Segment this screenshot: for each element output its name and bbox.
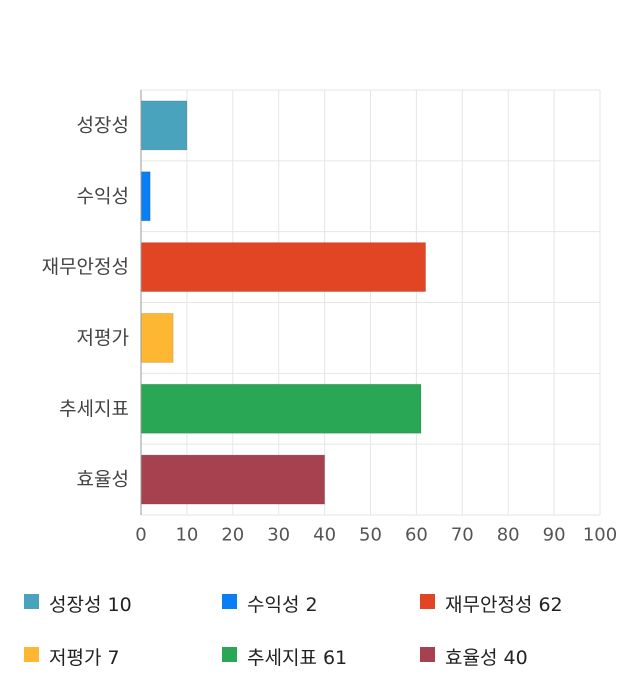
legend-swatch	[222, 594, 237, 609]
category-label: 효율성	[77, 469, 129, 491]
x-tick-label: 80	[497, 525, 520, 546]
legend-item: 수익성 2	[222, 590, 318, 617]
bar-1	[140, 171, 151, 222]
legend: 성장성 10 수익성 2 재무안정성 62 저평가 7 추세지표 61 효율성 40	[0, 580, 640, 690]
x-tick-label: 30	[267, 525, 290, 546]
x-tick-label: 20	[221, 525, 244, 546]
category-label: 수익성	[77, 185, 129, 207]
x-tick-label: 60	[405, 525, 428, 546]
x-tick-label: 50	[359, 525, 382, 546]
legend-swatch	[222, 647, 237, 662]
bar-4	[140, 383, 422, 434]
bar-3	[140, 312, 174, 363]
category-label: 저평가	[77, 327, 129, 349]
legend-swatch	[24, 594, 39, 609]
x-tick-label: 0	[135, 525, 146, 546]
bar-0	[140, 100, 188, 151]
grid	[141, 89, 601, 516]
legend-item: 추세지표 61	[222, 643, 347, 670]
legend-item: 성장성 10	[24, 590, 132, 617]
category-label: 추세지표	[59, 398, 129, 420]
legend-label: 성장성 10	[49, 594, 132, 616]
bar-2	[140, 242, 427, 293]
legend-label: 재무안정성 62	[445, 594, 563, 616]
legend-label: 수익성 2	[247, 594, 318, 616]
legend-swatch	[420, 647, 435, 662]
legend-label: 효율성 40	[445, 647, 528, 669]
legend-label: 추세지표 61	[247, 647, 348, 669]
category-label: 성장성	[77, 114, 129, 136]
legend-label: 저평가 7	[49, 647, 120, 669]
bar-5	[140, 454, 326, 505]
category-label: 재무안정성	[42, 256, 129, 278]
bars	[140, 100, 427, 505]
legend-item: 재무안정성 62	[420, 590, 563, 617]
legend-swatch	[24, 647, 39, 662]
legend-item: 저평가 7	[24, 643, 120, 670]
x-tick-label: 40	[313, 525, 336, 546]
legend-item: 효율성 40	[420, 643, 528, 670]
x-tick-label: 100	[583, 525, 617, 546]
x-tick-label: 10	[175, 525, 198, 546]
x-tick-label: 90	[543, 525, 566, 546]
legend-swatch	[420, 594, 435, 609]
x-tick-label: 70	[451, 525, 474, 546]
